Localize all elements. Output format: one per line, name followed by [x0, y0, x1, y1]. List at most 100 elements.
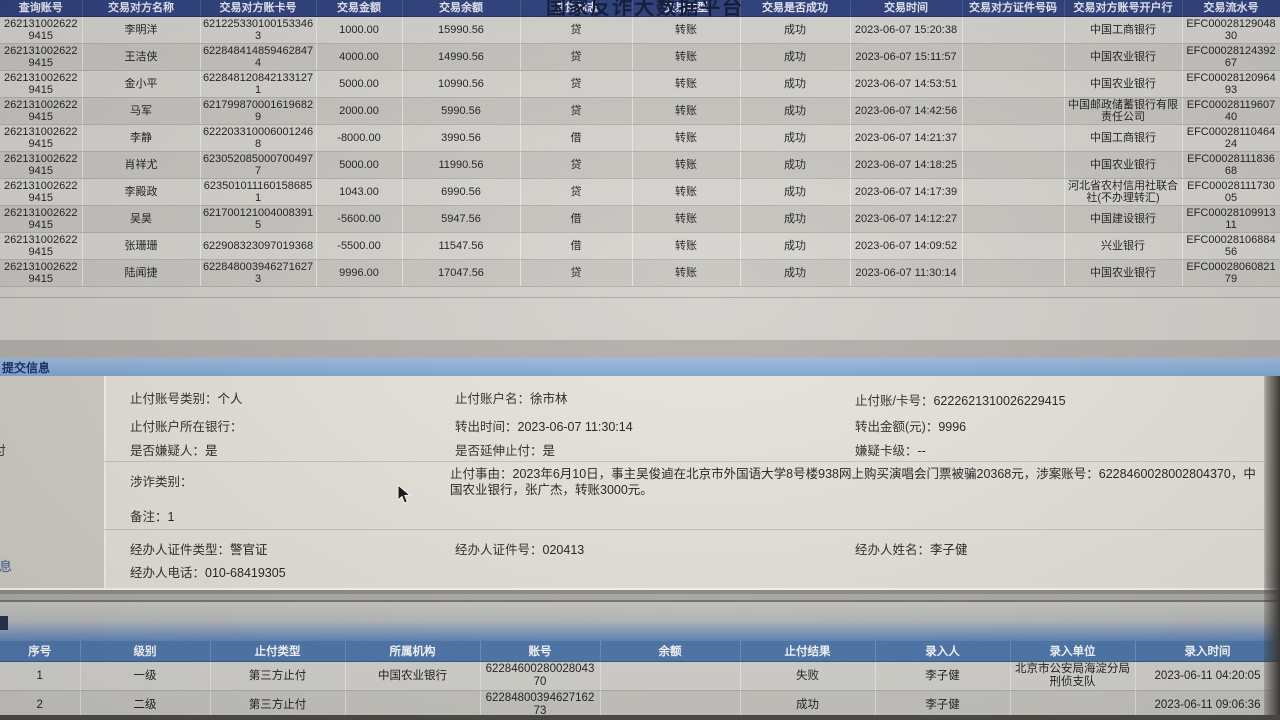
column-header: 序号	[0, 641, 81, 662]
table-cell: 2621310026229415	[0, 205, 83, 233]
table-cell: 2023-06-11 04:20:05	[1135, 661, 1280, 691]
table-cell: EFC0002811183668	[1182, 151, 1280, 179]
table-row[interactable]: 2621310026229415 陆闻捷 6228480039462716273 99…	[0, 259, 1280, 287]
table-cell: -5600.00	[316, 205, 403, 233]
table-cell: 1043.00	[316, 178, 403, 206]
column-header: 交易对方证件号码	[962, 0, 1065, 17]
table-cell: 2621310026229415	[0, 151, 83, 179]
table-cell: 2023-06-07 15:20:38	[850, 16, 963, 44]
transactions-header-row: 查询账号 交易对方名称 交易对方账卡号 交易金额 交易余额 借贷标志 交易类型 交易是否成功交…	[0, 0, 1280, 17]
table-cell: 贷	[520, 178, 633, 206]
column-header: 交易是否成功	[740, 0, 851, 17]
submit-info-panel	[104, 376, 1266, 588]
column-header: 交易类型	[632, 0, 741, 17]
table-row[interactable]: 2621310026229415 李明洋 6212253301001533463 10…	[0, 16, 1280, 44]
photo-dark-edge	[0, 715, 1280, 720]
table-cell: 2023-06-07 14:53:51	[850, 70, 963, 98]
table-cell: 2023-06-07 11:30:14	[850, 259, 963, 287]
table-cell: 6228460028002804370	[480, 661, 601, 691]
table-cell: 成功	[740, 178, 851, 206]
table-cell: EFC0002812904830	[1182, 16, 1280, 44]
photo-dark-edge	[1264, 376, 1280, 720]
table-row[interactable]: 2621310026229415 金小平 6228481208421331271 50…	[0, 70, 1280, 98]
table-cell: EFC0002810991311	[1182, 205, 1280, 233]
table-cell: 中国农业银行	[1064, 43, 1183, 71]
section-band	[0, 600, 1280, 643]
table-cell: EFC0002812096493	[1182, 70, 1280, 98]
table-cell: 成功	[740, 97, 851, 125]
field-account-bank: 止付账户所在银行：	[130, 420, 243, 434]
table-cell: 6212253301001533463	[200, 16, 317, 44]
table-cell: 5000.00	[316, 70, 403, 98]
table-cell: 借	[520, 232, 633, 260]
table-cell: 17047.56	[402, 259, 521, 287]
table-cell: 10990.56	[402, 70, 521, 98]
column-header: 借贷标志	[520, 0, 633, 17]
table-row[interactable]: 2621310026229415 肖祥尤 6230520850007004977 50…	[0, 151, 1280, 179]
table-cell	[962, 70, 1065, 98]
table-cell: 15990.56	[402, 16, 521, 44]
table-cell: 贷	[520, 70, 633, 98]
table-cell: 河北省农村信用社联合社(不办理转汇)	[1064, 178, 1183, 206]
submit-info-header: 提交信息	[0, 358, 1280, 376]
table-cell: 2023-06-07 14:18:25	[850, 151, 963, 179]
table-cell: 成功	[740, 124, 851, 152]
table-cell: 李子健	[875, 661, 1011, 691]
table-cell	[962, 232, 1065, 260]
column-header: 账号	[480, 641, 601, 662]
table-row[interactable]: 2621310026229415 李殿政 6235010111601586851 10…	[0, 178, 1280, 206]
table-cell: 北京市公安局海淀分局刑侦支队	[1010, 661, 1136, 691]
section-divider	[0, 340, 1280, 359]
field-handler-name: 经办人姓名：李子健	[855, 543, 968, 557]
table-row[interactable]: 2621310026229415 王洁侠 6228484148594628474 40…	[0, 43, 1280, 71]
table-cell: 中国农业银行	[345, 661, 481, 691]
left-edge-fragment: 付	[0, 440, 6, 459]
table-cell: 马军	[82, 97, 201, 125]
table-cell: 9996.00	[316, 259, 403, 287]
table-row[interactable]: 2621310026229415 李静 6222033100060012468 -80…	[0, 124, 1280, 152]
table-cell	[962, 124, 1065, 152]
table-cell: 转账	[632, 205, 741, 233]
table-cell: 第三方止付	[210, 661, 346, 691]
column-header: 止付结果	[740, 641, 876, 662]
table-cell: 转账	[632, 16, 741, 44]
field-transfer-amount: 转出金额(元)：9996	[855, 420, 967, 434]
column-header: 交易金额	[316, 0, 403, 17]
field-card-number: 止付账/卡号：6222621310026229415	[855, 394, 1066, 408]
stop-payment-table-container: 序号 级别 止付类型 所属机构 账号 余额 止付结果 录入人 录入单位 录入时间 1 一级 第三方止付…	[0, 641, 1280, 720]
table-cell: 2023-06-07 14:09:52	[850, 232, 963, 260]
table-cell: 5947.56	[402, 205, 521, 233]
column-header: 交易余额	[402, 0, 521, 17]
table-row[interactable]: 2621310026229415 张珊珊 622908323097019368 -55…	[0, 232, 1280, 260]
table-row[interactable]: 2621310026229415 吴昊 6217001210040083915 -56…	[0, 205, 1280, 233]
table-cell: 转账	[632, 178, 741, 206]
column-header: 录入人	[875, 641, 1011, 662]
platform-title: 国家反诈大数据平台	[546, 0, 744, 19]
table-cell: 成功	[740, 70, 851, 98]
field-separator	[104, 461, 1264, 462]
column-header: 录入单位	[1010, 641, 1136, 662]
table-cell: 贷	[520, 151, 633, 179]
table-cell: 1	[0, 661, 81, 691]
table-cell: 2621310026229415	[0, 124, 83, 152]
table-row[interactable]: 1 一级 第三方止付 中国农业银行 6228460028002804370 失败 李子健 北京…	[0, 661, 1280, 691]
field-stop-reason: 止付事由：2023年6月10日，事主吴俊逌在北京市外国语大学8号楼938网上购买…	[450, 467, 1256, 497]
table-cell	[962, 16, 1065, 44]
table-cell	[962, 205, 1065, 233]
table-cell: 2023-06-07 14:17:39	[850, 178, 963, 206]
table-row[interactable]: 2621310026229415 马军 6217998700016196829 200…	[0, 97, 1280, 125]
table-cell: 6990.56	[402, 178, 521, 206]
table-cell: 中国邮政储蓄银行有限责任公司	[1064, 97, 1183, 125]
pagination-bar: 10条/页 ▼ ‹ 1 ⋯ 3 4 5 6 7 8 ›	[0, 297, 1280, 626]
table-cell	[962, 97, 1065, 125]
table-cell: 6230520850007004977	[200, 151, 317, 179]
table-cell: EFC0002812439267	[1182, 43, 1280, 71]
table-cell: -5500.00	[316, 232, 403, 260]
table-cell: 2621310026229415	[0, 97, 83, 125]
table-cell: EFC0002811960740	[1182, 97, 1280, 125]
table-cell: 张珊珊	[82, 232, 201, 260]
table-cell: 贷	[520, 259, 633, 287]
table-cell: 6222033100060012468	[200, 124, 317, 152]
band-edge-fragment	[0, 616, 8, 630]
table-cell: 失败	[740, 661, 876, 691]
